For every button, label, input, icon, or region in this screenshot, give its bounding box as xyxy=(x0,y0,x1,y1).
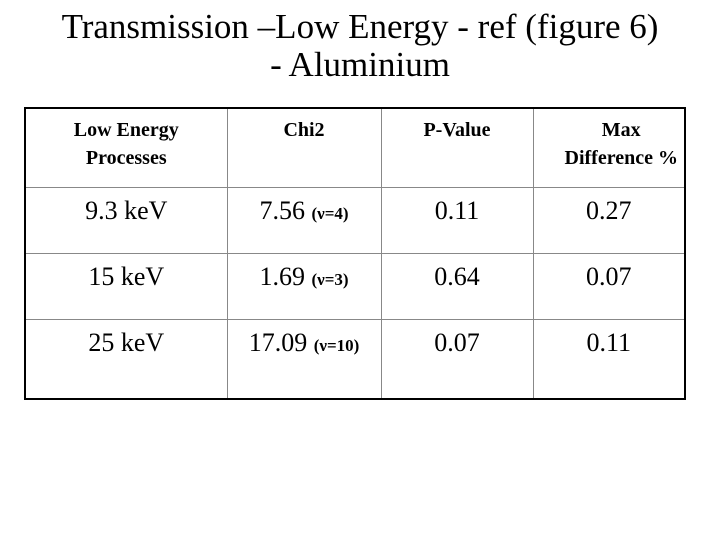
max-difference-cell: 0.07 xyxy=(532,252,686,320)
chi2-cell: 1.69 (ν=3) xyxy=(226,252,382,320)
degrees-of-freedom: (ν=4) xyxy=(311,203,349,223)
energy-cell: 9.3 keV xyxy=(24,186,228,254)
title-line: - Aluminium xyxy=(270,45,450,84)
p-value-cell: 0.07 xyxy=(380,318,534,400)
chi2-cell: 7.56 (ν=4) xyxy=(226,186,382,254)
max-difference-cell: 0.27 xyxy=(532,186,686,254)
header-cell: Low Energy Processes xyxy=(24,107,228,188)
p-value-cell: 0.64 xyxy=(380,252,534,320)
degrees-of-freedom: (ν=10) xyxy=(313,335,360,355)
results-table: Low Energy Processes Chi2 P-Value Max Di… xyxy=(24,107,686,400)
chi2-cell: 17.09 (ν=10) xyxy=(226,318,382,400)
header-cell: Chi2 xyxy=(226,107,382,188)
p-value-cell: 0.11 xyxy=(380,186,534,254)
degrees-of-freedom: (ν=3) xyxy=(311,269,349,289)
header-row: Low Energy Processes Chi2 P-Value Max Di… xyxy=(24,107,686,188)
table-row: 9.3 keV 7.56 (ν=4) 0.11 0.27 xyxy=(24,186,686,254)
table-row: 25 keV 17.09 (ν=10) 0.07 0.11 xyxy=(24,318,686,400)
header-cell: P-Value xyxy=(380,107,534,188)
chi2-value: 1.69 xyxy=(259,261,305,291)
chi2-value: 7.56 xyxy=(259,195,305,225)
slide-title: Transmission –Low Energy - ref (figure 6… xyxy=(0,8,720,84)
max-difference-cell: 0.11 xyxy=(532,318,686,400)
energy-cell: 25 keV xyxy=(24,318,228,400)
energy-cell: 15 keV xyxy=(24,252,228,320)
header-cell: Max Difference % xyxy=(532,107,686,188)
chi2-value: 17.09 xyxy=(248,327,308,357)
title-line: Transmission –Low Energy - ref (figure 6… xyxy=(61,7,659,46)
table-row: 15 keV 1.69 (ν=3) 0.64 0.07 xyxy=(24,252,686,320)
